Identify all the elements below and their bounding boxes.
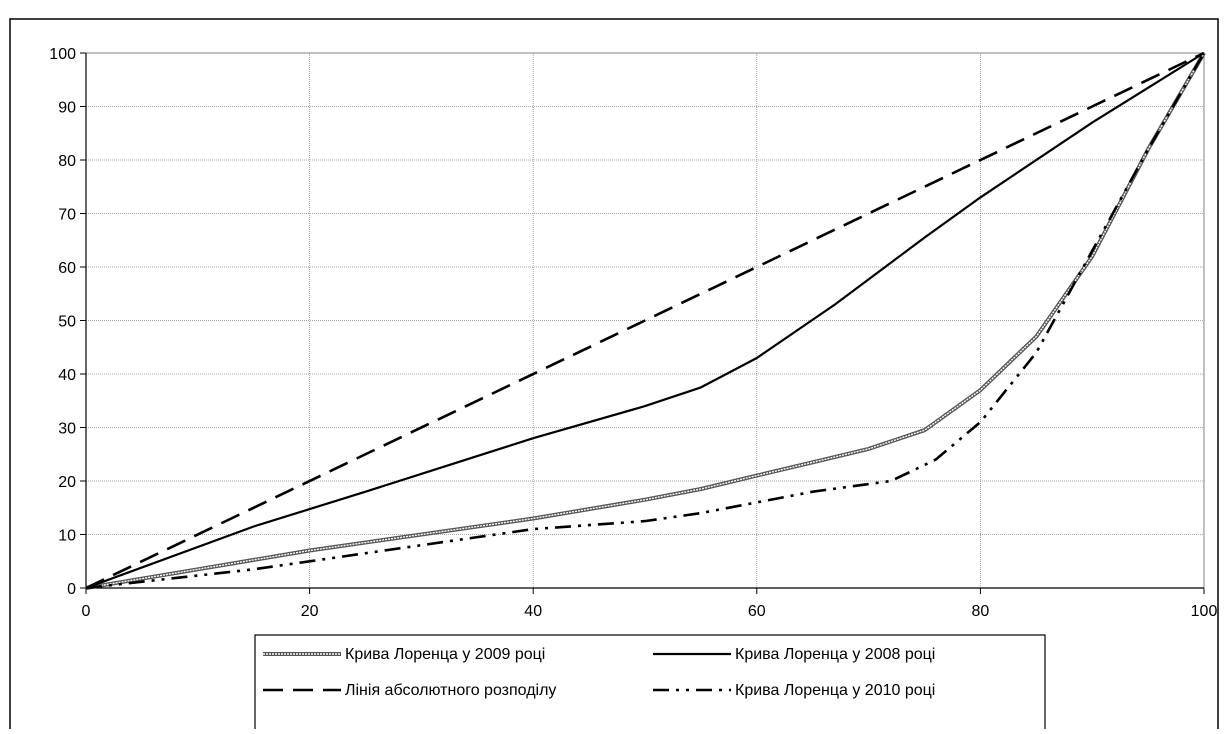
x-tick-label: 80 — [972, 603, 990, 620]
legend-label: Лінія абсолютного розподілу — [345, 682, 556, 699]
y-tick-label: 50 — [58, 314, 76, 331]
legend-label: Крива Лоренца у 2009 році — [345, 646, 545, 663]
series-group — [85, 51, 1206, 590]
legend-label: Крива Лоренца у 2010 році — [735, 682, 935, 699]
y-tick-label: 30 — [58, 421, 76, 438]
y-tick-label: 10 — [58, 528, 76, 545]
lorenz-2008-line — [85, 52, 1205, 590]
lorenz-2009-line-inner — [85, 52, 1205, 589]
x-tick-label: 40 — [524, 603, 542, 620]
y-tick-label: 40 — [58, 367, 76, 384]
legend: Крива Лоренца у 2009 році Крива Лоренца у… — [254, 634, 1046, 734]
legend-box — [254, 634, 1046, 734]
lorenz-2010-line — [85, 52, 1206, 590]
y-tick-label: 80 — [58, 153, 76, 170]
y-tick-label: 70 — [58, 207, 76, 224]
y-tick-label: 20 — [58, 474, 76, 491]
equality-line — [85, 51, 1205, 590]
y-tick-label: 60 — [58, 260, 76, 277]
y-tick-label: 100 — [49, 46, 76, 63]
y-tick-label: 90 — [58, 100, 76, 117]
x-tick-label: 20 — [301, 603, 319, 620]
legend-label: Крива Лоренца у 2008 році — [735, 646, 935, 663]
y-tick-label: 0 — [67, 581, 76, 598]
x-tick-label: 0 — [82, 603, 91, 620]
axes: 0 10 20 30 40 50 60 70 80 90 100 0 20 40 60 80 100 — [49, 46, 1217, 620]
x-tick-label: 60 — [748, 603, 766, 620]
x-tick-label: 100 — [1191, 603, 1218, 620]
